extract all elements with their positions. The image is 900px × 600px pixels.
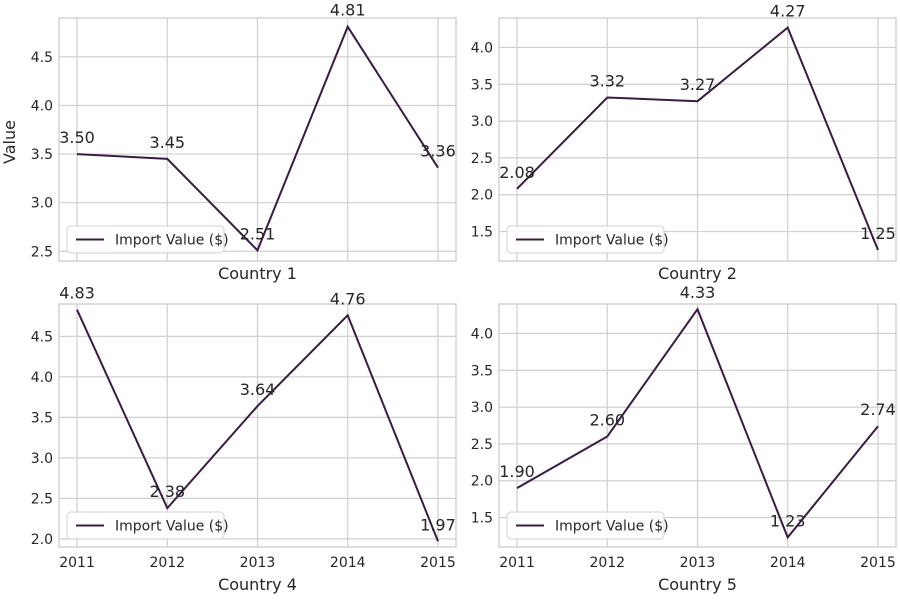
- x-axis-label: Country 5: [658, 575, 737, 594]
- y-tick-label: 2.5: [31, 244, 53, 260]
- data-label: 2.08: [499, 163, 535, 182]
- axes-frame: [498, 303, 897, 548]
- y-tick-label: 2.0: [31, 532, 53, 548]
- y-tick-label: 3.0: [471, 400, 493, 416]
- data-label: 3.50: [59, 128, 95, 147]
- y-tick-label: 3.5: [31, 147, 53, 163]
- y-tick-label: 3.5: [31, 410, 53, 426]
- series-line-import-value: [76, 24, 439, 253]
- x-tick-label: 2012: [589, 555, 625, 571]
- legend-box: [66, 225, 225, 254]
- series-line-import-value: [516, 307, 879, 540]
- legend-label: Import Value ($): [115, 233, 229, 249]
- x-tick-label: 2015: [420, 555, 456, 571]
- legend-label: Import Value ($): [555, 519, 669, 535]
- series-line-import-value: [76, 309, 439, 542]
- x-tick-label: 2014: [330, 555, 366, 571]
- axes-frame: [498, 17, 897, 262]
- axes-frame: [58, 303, 457, 548]
- data-label: 2.60: [589, 411, 625, 430]
- x-tick-label: 2015: [860, 555, 896, 571]
- data-label: 4.27: [770, 2, 806, 21]
- data-label: 4.81: [330, 1, 366, 20]
- x-tick-label: 2013: [240, 555, 276, 571]
- axes-frame: [58, 17, 457, 262]
- subplot-3: 2.0 2.5 3.0 3.5 4.0 4.5 2011 2012 2013 2014 2015 4.…: [31, 284, 457, 594]
- data-label: 4.33: [680, 283, 716, 302]
- data-label: 2.51: [240, 224, 276, 243]
- subplot-2: 1.5 2.0 2.5 3.0 3.5 4.0 2.08 3.32 3.27 4.27 1.25 Co…: [471, 2, 897, 283]
- legend: Import Value ($): [506, 225, 669, 254]
- legend: Import Value ($): [66, 511, 229, 540]
- y-tick-label: 2.5: [31, 491, 53, 507]
- data-label: 1.90: [499, 462, 535, 481]
- x-tick-label: 2011: [499, 555, 535, 571]
- y-tick-label: 4.0: [31, 370, 53, 386]
- data-label: 1.23: [770, 511, 806, 530]
- data-label: 1.25: [860, 224, 896, 243]
- legend-box: [66, 511, 225, 540]
- legend-box: [506, 511, 665, 540]
- data-label: 3.27: [680, 75, 716, 94]
- y-tick-label: 2.0: [471, 474, 493, 490]
- y-tick-label: 2.5: [471, 151, 493, 167]
- figure-y-axis-label: Value: [0, 120, 19, 164]
- y-tick-label: 4.0: [471, 40, 493, 56]
- subplot-4: 1.5 2.0 2.5 3.0 3.5 4.0 2011 2012 2013 2014 2015 1.…: [471, 283, 897, 594]
- y-tick-label: 2.5: [471, 437, 493, 453]
- y-tick-label: 3.0: [471, 114, 493, 130]
- x-tick-label: 2014: [770, 555, 806, 571]
- y-tick-label: 3.5: [471, 77, 493, 93]
- subplot-grid: 2.5 3.0 3.5 4.0 4.5 3.50 3.45 2.51 4.81 3.36 Count…: [31, 1, 897, 594]
- data-label: 4.76: [330, 289, 366, 308]
- series-line-import-value: [516, 25, 879, 251]
- data-label: 3.45: [149, 133, 185, 152]
- legend-box: [506, 225, 665, 254]
- y-tick-label: 4.5: [31, 329, 53, 345]
- y-tick-label: 4.0: [471, 326, 493, 342]
- legend-label: Import Value ($): [555, 233, 669, 249]
- data-label: 4.83: [59, 284, 95, 303]
- legend: Import Value ($): [66, 225, 229, 254]
- y-tick-label: 4.0: [31, 98, 53, 114]
- x-axis-label: Country 1: [218, 264, 297, 283]
- x-tick-label: 2013: [680, 555, 716, 571]
- data-label: 2.38: [149, 482, 185, 501]
- x-tick-label: 2011: [59, 555, 95, 571]
- y-tick-label: 3.0: [31, 196, 53, 212]
- subplot-1: 2.5 3.0 3.5 4.0 4.5 3.50 3.45 2.51 4.81 3.36 Count…: [31, 1, 457, 283]
- data-label: 3.32: [589, 72, 625, 91]
- x-axis-label: Country 4: [218, 575, 297, 594]
- data-label: 1.97: [420, 515, 456, 534]
- data-label: 3.64: [240, 380, 276, 399]
- y-tick-label: 3.0: [31, 451, 53, 467]
- data-label: 2.74: [860, 400, 896, 419]
- y-tick-label: 1.5: [471, 225, 493, 241]
- legend-label: Import Value ($): [115, 519, 229, 535]
- x-axis-label: Country 2: [658, 264, 737, 283]
- y-tick-label: 3.5: [471, 363, 493, 379]
- y-tick-label: 1.5: [471, 511, 493, 527]
- y-tick-label: 4.5: [31, 50, 53, 66]
- data-label: 3.36: [420, 142, 456, 161]
- y-tick-label: 2.0: [471, 188, 493, 204]
- legend: Import Value ($): [506, 511, 669, 540]
- x-tick-label: 2012: [149, 555, 185, 571]
